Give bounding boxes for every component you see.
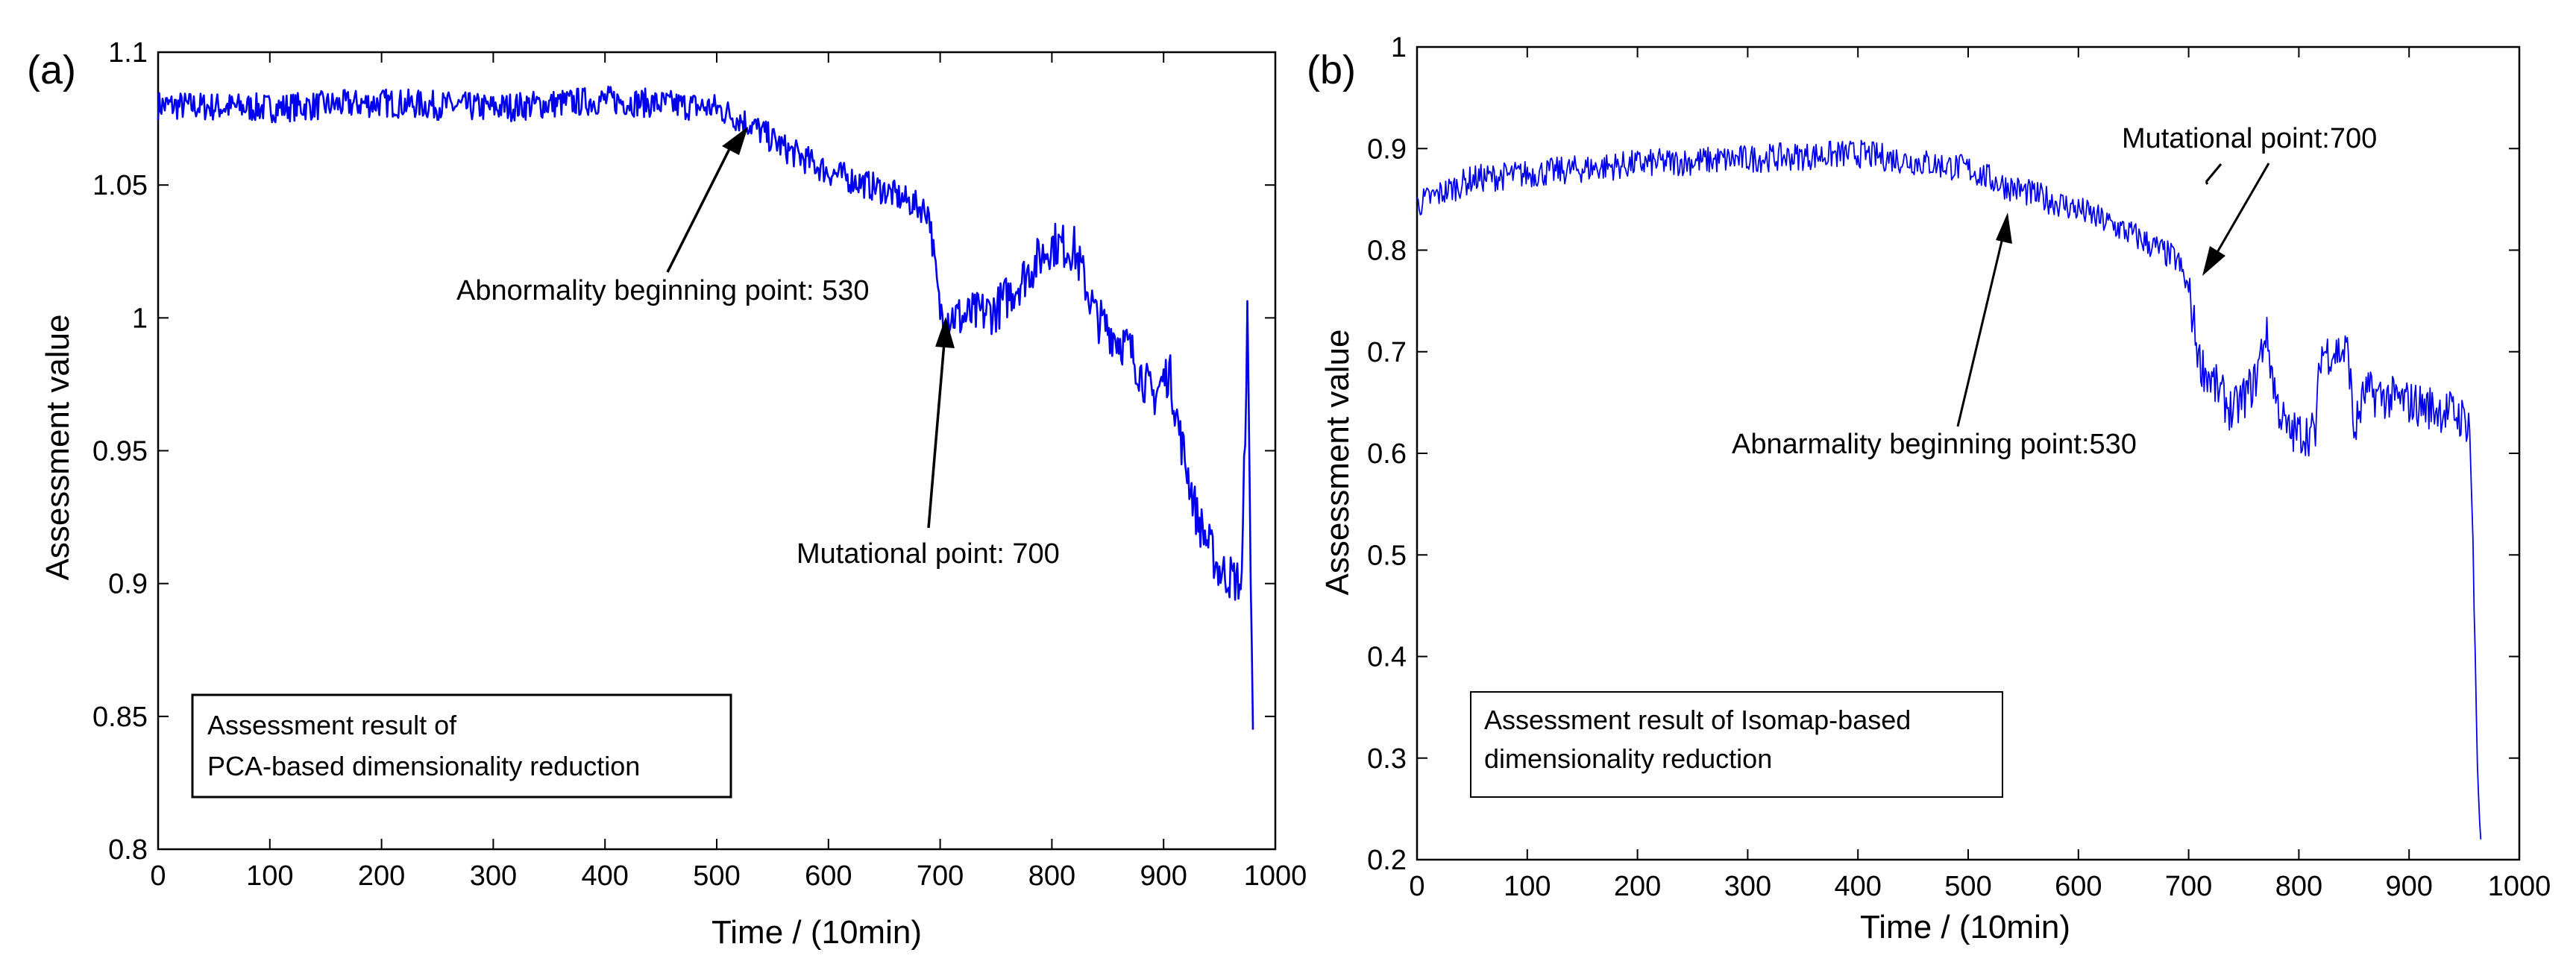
panel-b-arrow-mutational-join <box>2205 181 2209 185</box>
panel-a-ytick-label: 0.95 <box>92 436 148 467</box>
panel-b-xtick-label: 800 <box>2275 871 2322 902</box>
panel-a-ytick-label: 1 <box>132 303 148 334</box>
panel-b-ylabel: Assessment value <box>1319 329 1356 595</box>
panel-a-xtick-label: 200 <box>358 860 405 892</box>
panel-a-xlabel: Time / (10min) <box>711 914 922 951</box>
panel-a-xtick-label: 800 <box>1028 860 1075 892</box>
panel-b-ytick-label: 0.4 <box>1367 642 1407 673</box>
panel-b-arrowhead-abnormality <box>1996 212 2012 244</box>
panel-b-ytick-label: 0.9 <box>1367 133 1407 165</box>
panel-b-arrow-mutational-shaft <box>2215 163 2270 254</box>
panel-b-annotation-mutational: Mutational point:700 <box>2122 123 2377 154</box>
panel-a-xtick-label: 400 <box>581 860 628 892</box>
panel-b-label: (b) <box>1307 48 1356 92</box>
panel-b-arrowhead-mutational <box>2202 246 2225 276</box>
panel-a-label: (a) <box>27 48 76 92</box>
panel-a-ticks: 0 100 200 300 400 500 600 700 800 900 1000 0.8 0.85 0… <box>92 37 1307 892</box>
panel-b-arrow-abnormality <box>1956 234 2005 427</box>
panel-b-ytick-label: 0.6 <box>1367 438 1407 470</box>
panel-b-xtick-label: 400 <box>1834 871 1881 902</box>
panel-a-xtick-label: 1000 <box>1244 860 1307 892</box>
panel-a: (a) 0 100 200 300 400 500 600 700 800 900 10000.80… <box>27 37 1307 951</box>
panel-b-ytick-label: 0.3 <box>1367 743 1407 775</box>
panel-b: (b) 0 100 200 300 400 500 600 700 800 900 10000.20… <box>1307 32 2551 945</box>
panel-b-series-line <box>1416 139 2482 840</box>
panel-a-ytick-label: 1.05 <box>92 170 148 201</box>
panel-a-annotation-mutational: Mutational point: 700 <box>797 538 1060 570</box>
panel-b-xtick-label: 700 <box>2165 871 2212 902</box>
panel-a-xtick-label: 900 <box>1140 860 1187 892</box>
panel-b-xtick-label: 100 <box>1504 871 1551 902</box>
panel-b-ticks: 0 100 200 300 400 500 600 700 800 900 1000 0.2 0.3 0.… <box>1367 32 2551 902</box>
panel-a-arrowhead-mutational <box>935 317 955 348</box>
panel-a-ytick-label: 0.9 <box>108 569 148 600</box>
panel-a-xtick-label: 300 <box>470 860 517 892</box>
panel-a-ytick-label: 0.8 <box>108 834 148 866</box>
panel-a-annotation-abnormality: Abnormality beginning point: 530 <box>456 275 870 306</box>
panel-b-ytick-label: 0.7 <box>1367 337 1407 368</box>
panel-a-ytick-label: 0.85 <box>92 702 148 733</box>
panel-a-arrowhead-abnormality <box>722 127 748 155</box>
panel-a-arrow-mutational <box>927 342 946 529</box>
panel-a-xtick-label: 600 <box>805 860 852 892</box>
panel-b-legend-line-1: Assessment result of Isomap-based <box>1484 705 1911 735</box>
panel-b-ytick-label: 0.2 <box>1367 845 1407 876</box>
panel-b-ytick-label: 0.8 <box>1367 236 1407 267</box>
panel-a-xtick-label: 500 <box>693 860 740 892</box>
panel-a-series-line <box>157 85 1254 730</box>
panel-b-xtick-label: 600 <box>2055 871 2102 902</box>
panel-a-arrow-abnormality <box>666 142 734 273</box>
panel-b-xtick-label: 0 <box>1409 871 1424 902</box>
panel-b-legend-box <box>1470 691 2003 798</box>
panel-b-xtick-label: 200 <box>1614 871 1661 902</box>
panel-b-xtick-label: 500 <box>1944 871 1991 902</box>
panel-b-xlabel: Time / (10min) <box>1860 909 2070 945</box>
panel-a-xtick-label: 700 <box>917 860 964 892</box>
panel-b-xtick-label: 900 <box>2385 871 2432 902</box>
panel-a-legend-box <box>191 693 732 799</box>
panel-b-xtick-label: 300 <box>1724 871 1771 902</box>
panel-b-ytick-label: 0.5 <box>1367 540 1407 571</box>
panel-a-ytick-label: 1.1 <box>108 37 148 69</box>
panel-b-legend-line-2: dimensionality reduction <box>1484 743 1772 774</box>
panel-a-xtick-label: 100 <box>246 860 293 892</box>
panel-a-xtick-label: 0 <box>150 860 166 892</box>
panel-b-arrow-mutational <box>2205 163 2222 183</box>
panel-b-annotation-abnormality: Abnarmality beginning point:530 <box>1732 429 2137 460</box>
panel-a-legend-line-2: PCA-based dimensionality reduction <box>207 751 640 781</box>
panel-a-ylabel: Assessment value <box>40 314 76 580</box>
panel-b-xtick-label: 1000 <box>2488 871 2551 902</box>
panel-b-ytick-label: 1 <box>1391 32 1407 63</box>
panel-a-legend-line-1: Assessment result of <box>207 710 457 740</box>
